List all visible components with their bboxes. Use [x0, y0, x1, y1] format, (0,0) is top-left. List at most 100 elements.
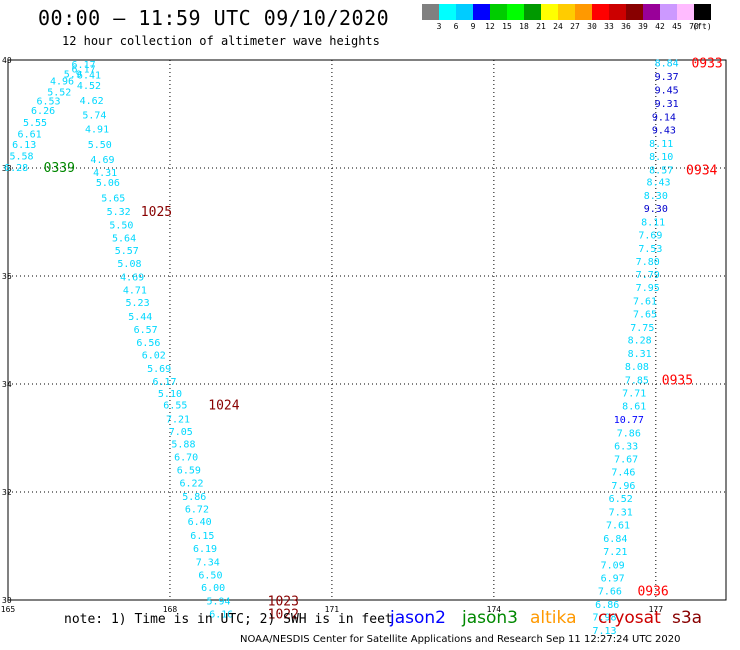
wave-height-label: 7.86 [617, 429, 641, 440]
wave-height-label: 9.30 [644, 204, 668, 215]
lat-tick-label: 40 [2, 56, 12, 65]
wave-height-label: 5.50 [88, 140, 112, 151]
scale-swatch-4 [490, 4, 507, 20]
wave-height-label: 9.45 [655, 86, 679, 97]
wave-height-label: 5.58 [9, 152, 33, 163]
wave-height-label: 7.80 [636, 257, 660, 268]
wave-height-label: 7.46 [611, 467, 635, 478]
credit-line: NOAA/NESDIS Center for Satellite Applica… [240, 634, 681, 645]
lat-tick-label: 38 [2, 164, 12, 173]
scale-swatch-2 [456, 4, 473, 20]
wave-height-label: 4.69 [90, 155, 114, 166]
scale-swatch-12 [626, 4, 643, 20]
wave-height-label: 7.98 [592, 613, 616, 624]
pass-time-label: 0339 [44, 161, 75, 176]
wave-height-label: 5.94 [206, 597, 230, 608]
wave-height-label: 7.61 [633, 296, 657, 307]
wave-height-label: 6.41 [77, 71, 101, 82]
wave-height-label: 7.21 [166, 415, 190, 426]
scale-label-9: 30 [587, 22, 597, 31]
wave-height-label: 9.37 [655, 72, 679, 83]
wave-height-label: 7.95 [636, 283, 660, 294]
scale-label-4: 15 [502, 22, 512, 31]
scale-label-8: 27 [570, 22, 580, 31]
wave-height-label: 6.13 [12, 140, 36, 151]
scale-label-5: 18 [519, 22, 529, 31]
wave-height-label: 6.72 [185, 505, 209, 516]
wave-height-label: 6.28 [4, 163, 28, 174]
wave-height-label: 9.31 [655, 99, 679, 110]
wave-height-label: 6.16 [209, 610, 233, 621]
lat-tick-label: 32 [2, 488, 12, 497]
scale-swatch-16 [694, 4, 711, 20]
scale-label-14: 45 [672, 22, 682, 31]
lon-tick-label: 165 [1, 605, 16, 614]
color-scale [422, 4, 711, 20]
wave-height-label: 7.05 [169, 427, 193, 438]
wave-height-label: 7.13 [592, 626, 616, 637]
wave-height-label: 5.64 [112, 234, 136, 245]
wave-height-label: 5.32 [107, 207, 131, 218]
wave-height-label: 6.26 [31, 106, 55, 117]
scale-label-13: 42 [655, 22, 665, 31]
wave-height-label: 6.17 [153, 377, 177, 388]
wave-height-label: 8.84 [655, 59, 679, 70]
wave-height-label: 8.30 [644, 191, 668, 202]
lat-tick-label: 34 [2, 380, 12, 389]
wave-height-label: 8.61 [622, 402, 646, 413]
wave-height-label: 6.56 [136, 338, 160, 349]
wave-height-values: 6.176.175.96.414.96 4.525.524.626.536.26 5… [4, 59, 679, 638]
lon-tick-label: 177 [649, 605, 664, 614]
lon-tick-label: 171 [325, 605, 340, 614]
lon-tick-label: 168 [163, 605, 178, 614]
axis-tick-labels: 165 168 171 174 177 40 38 36 34 32 30 [1, 56, 663, 614]
wave-height-label: 8.11 [641, 217, 665, 228]
scale-label-11: 36 [621, 22, 631, 31]
scale-label-1: 6 [453, 22, 459, 31]
page-title: 00:00 – 11:59 UTC 09/10/2020 [38, 6, 390, 30]
wave-height-label: 6.33 [614, 442, 638, 453]
wave-height-label: 5.86 [182, 492, 206, 503]
wave-height-label: 7.34 [196, 558, 220, 569]
scale-swatch-14 [660, 4, 677, 20]
wave-height-label: 5.06 [96, 178, 120, 189]
wave-height-label: 5.23 [126, 298, 150, 309]
wave-height-label: 7.65 [633, 309, 657, 320]
wave-height-label: 10.77 [614, 415, 644, 426]
wave-height-label: 5.44 [128, 312, 152, 323]
wave-height-label: 6.57 [134, 325, 158, 336]
scale-swatch-0 [422, 4, 439, 20]
legend-s3a: s3a [672, 608, 703, 628]
wave-height-label: 8.28 [628, 336, 652, 347]
wave-height-label: 4.71 [123, 286, 147, 297]
scale-swatch-6 [524, 4, 541, 20]
wave-height-label: 7.21 [603, 547, 627, 558]
wave-height-label: 4.62 [80, 96, 104, 107]
scale-swatch-7 [541, 4, 558, 20]
wave-height-label: 8.31 [628, 349, 652, 360]
pass-time-label: 0936 [637, 584, 668, 599]
wave-height-label: 6.40 [188, 517, 212, 528]
wave-height-label: 7.79 [636, 270, 660, 281]
pass-time-label: 0934 [686, 164, 717, 179]
pass-time-label: 0935 [662, 374, 693, 389]
wave-height-label: 7.96 [611, 481, 635, 492]
scale-swatch-1 [439, 4, 456, 20]
legend-jason2: jason2 [390, 608, 446, 628]
wave-height-label: 8.57 [649, 166, 673, 177]
scale-label-6: 21 [536, 22, 546, 31]
wave-height-label: 7.09 [601, 560, 625, 571]
wave-height-label: 6.59 [177, 465, 201, 476]
wave-height-label: 7.85 [625, 376, 649, 387]
wave-height-label: 6.02 [142, 350, 166, 361]
grid-lines [8, 60, 726, 600]
note-text: note: 1) Time is in UTC; 2) SWH is in fe… [64, 612, 393, 627]
wave-height-label: 5.69 [147, 364, 171, 375]
scale-swatch-8 [558, 4, 575, 20]
wave-height-label: 7.67 [614, 455, 638, 466]
wave-height-label: 9.14 [652, 113, 676, 124]
wave-height-label: 8.11 [649, 139, 673, 150]
